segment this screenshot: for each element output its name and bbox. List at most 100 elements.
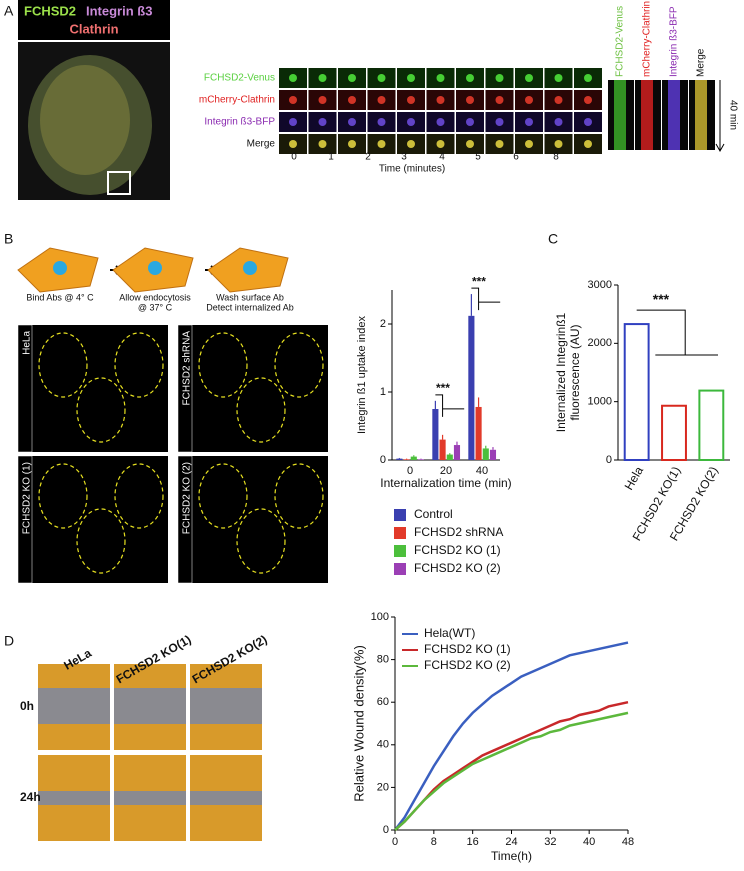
y-axis-label: Relative Wound density(%) <box>351 645 366 802</box>
panel-label: A <box>4 3 14 19</box>
bar <box>489 449 497 460</box>
step-label: @ 37° C <box>138 302 173 312</box>
y-tick-label: 3000 <box>588 279 612 291</box>
y-axis-label: Integrin ß1 uptake index <box>356 315 368 434</box>
series-line <box>394 711 629 831</box>
x-tick-label: 8 <box>431 836 437 848</box>
time-tick: 1 <box>328 152 334 163</box>
spot <box>289 96 297 104</box>
bar <box>698 389 725 462</box>
kymo-signal <box>614 80 626 150</box>
cell-outline <box>274 463 324 529</box>
spot <box>584 118 592 126</box>
spot <box>407 118 415 126</box>
montage <box>279 68 602 154</box>
cell-outline <box>198 463 248 529</box>
spot <box>554 74 563 82</box>
label-strip <box>17 455 33 584</box>
spot <box>495 140 504 148</box>
kymo-label: Integrin ß3-BFP <box>669 6 680 77</box>
inset-box <box>107 171 131 195</box>
time-tick: 4 <box>439 152 445 163</box>
kymo-label: Merge <box>696 48 707 77</box>
axis-label: Time (minutes) <box>379 164 445 175</box>
row-label: Integrin ß3-BFP <box>204 117 275 128</box>
bar <box>623 323 650 462</box>
y-tick-label: 2 <box>380 318 386 330</box>
image-header <box>18 0 170 40</box>
cell-outline <box>38 463 88 529</box>
time-tick: 3 <box>401 152 407 163</box>
bar <box>482 448 489 460</box>
spot <box>436 140 445 148</box>
wound-gap <box>114 688 186 724</box>
cell-outline <box>198 332 248 398</box>
kymo-signal <box>641 80 653 150</box>
bracket <box>636 309 718 356</box>
step-label: Bind Abs @ 4° C <box>26 292 94 302</box>
kymo-label: FCHSD2-Venus <box>615 6 626 77</box>
y-tick-label: 1 <box>380 386 386 398</box>
x-tick-label: 20 <box>440 465 452 477</box>
micrograph <box>18 456 168 583</box>
spot <box>495 118 504 126</box>
image-label: HeLa <box>22 331 33 355</box>
legend-label: Hela(WT) <box>424 626 475 640</box>
bar <box>446 454 453 460</box>
spot <box>348 118 356 126</box>
bar <box>475 406 482 460</box>
y-tick-label: 0 <box>606 454 612 466</box>
spot <box>289 74 297 82</box>
image-label: FCHSD2 KO (1) <box>22 462 33 534</box>
y-tick-label: 20 <box>377 781 389 793</box>
legend-swatch <box>394 527 406 539</box>
spot <box>318 96 327 104</box>
step-label: Detect internalized Ab <box>206 302 294 312</box>
spot <box>348 74 356 82</box>
spot <box>495 74 504 82</box>
label-strip <box>177 455 193 584</box>
x-tick-label: 40 <box>583 836 595 848</box>
channel-label: FCHSD2 <box>24 3 76 18</box>
wound-gap <box>38 688 110 724</box>
row-label: 24h <box>20 790 41 804</box>
spot <box>495 96 504 104</box>
spot <box>584 74 592 82</box>
time-tick: 0 <box>291 152 297 163</box>
spot <box>525 140 533 148</box>
x-tick-label: 24 <box>505 836 517 848</box>
bracket <box>471 287 501 311</box>
x-tick-label: 16 <box>467 836 479 848</box>
y-tick-label: 60 <box>377 696 389 708</box>
step-label: Wash surface Ab <box>216 292 284 302</box>
bar <box>439 439 446 460</box>
legend-label: FCHSD2 shRNA <box>414 525 503 539</box>
nucleus <box>148 261 162 275</box>
spot <box>407 140 415 148</box>
kymo-signal <box>668 80 680 150</box>
spot <box>584 96 592 104</box>
wound-gap <box>190 688 262 724</box>
spot <box>377 140 386 148</box>
image-label: FCHSD2 shRNA <box>182 331 193 406</box>
spot <box>407 96 415 104</box>
cell-outline <box>114 332 164 398</box>
spot <box>318 140 327 148</box>
panel-label: C <box>548 231 558 247</box>
spot <box>436 96 445 104</box>
panel-label: D <box>4 633 14 649</box>
cell-shape <box>40 65 130 175</box>
bar <box>661 404 687 461</box>
series-line <box>394 700 629 831</box>
y-tick-label: 0 <box>383 824 389 836</box>
legend-label: FCHSD2 KO (1) <box>414 543 501 557</box>
cell-outline <box>236 508 286 574</box>
spot <box>318 74 327 82</box>
row-label: 0h <box>20 699 34 713</box>
bar <box>468 315 475 460</box>
bar <box>417 459 425 460</box>
bar <box>410 456 417 460</box>
cell-outline <box>114 463 164 529</box>
x-axis-label: Internalization time (min) <box>380 476 511 490</box>
spot <box>377 118 386 126</box>
